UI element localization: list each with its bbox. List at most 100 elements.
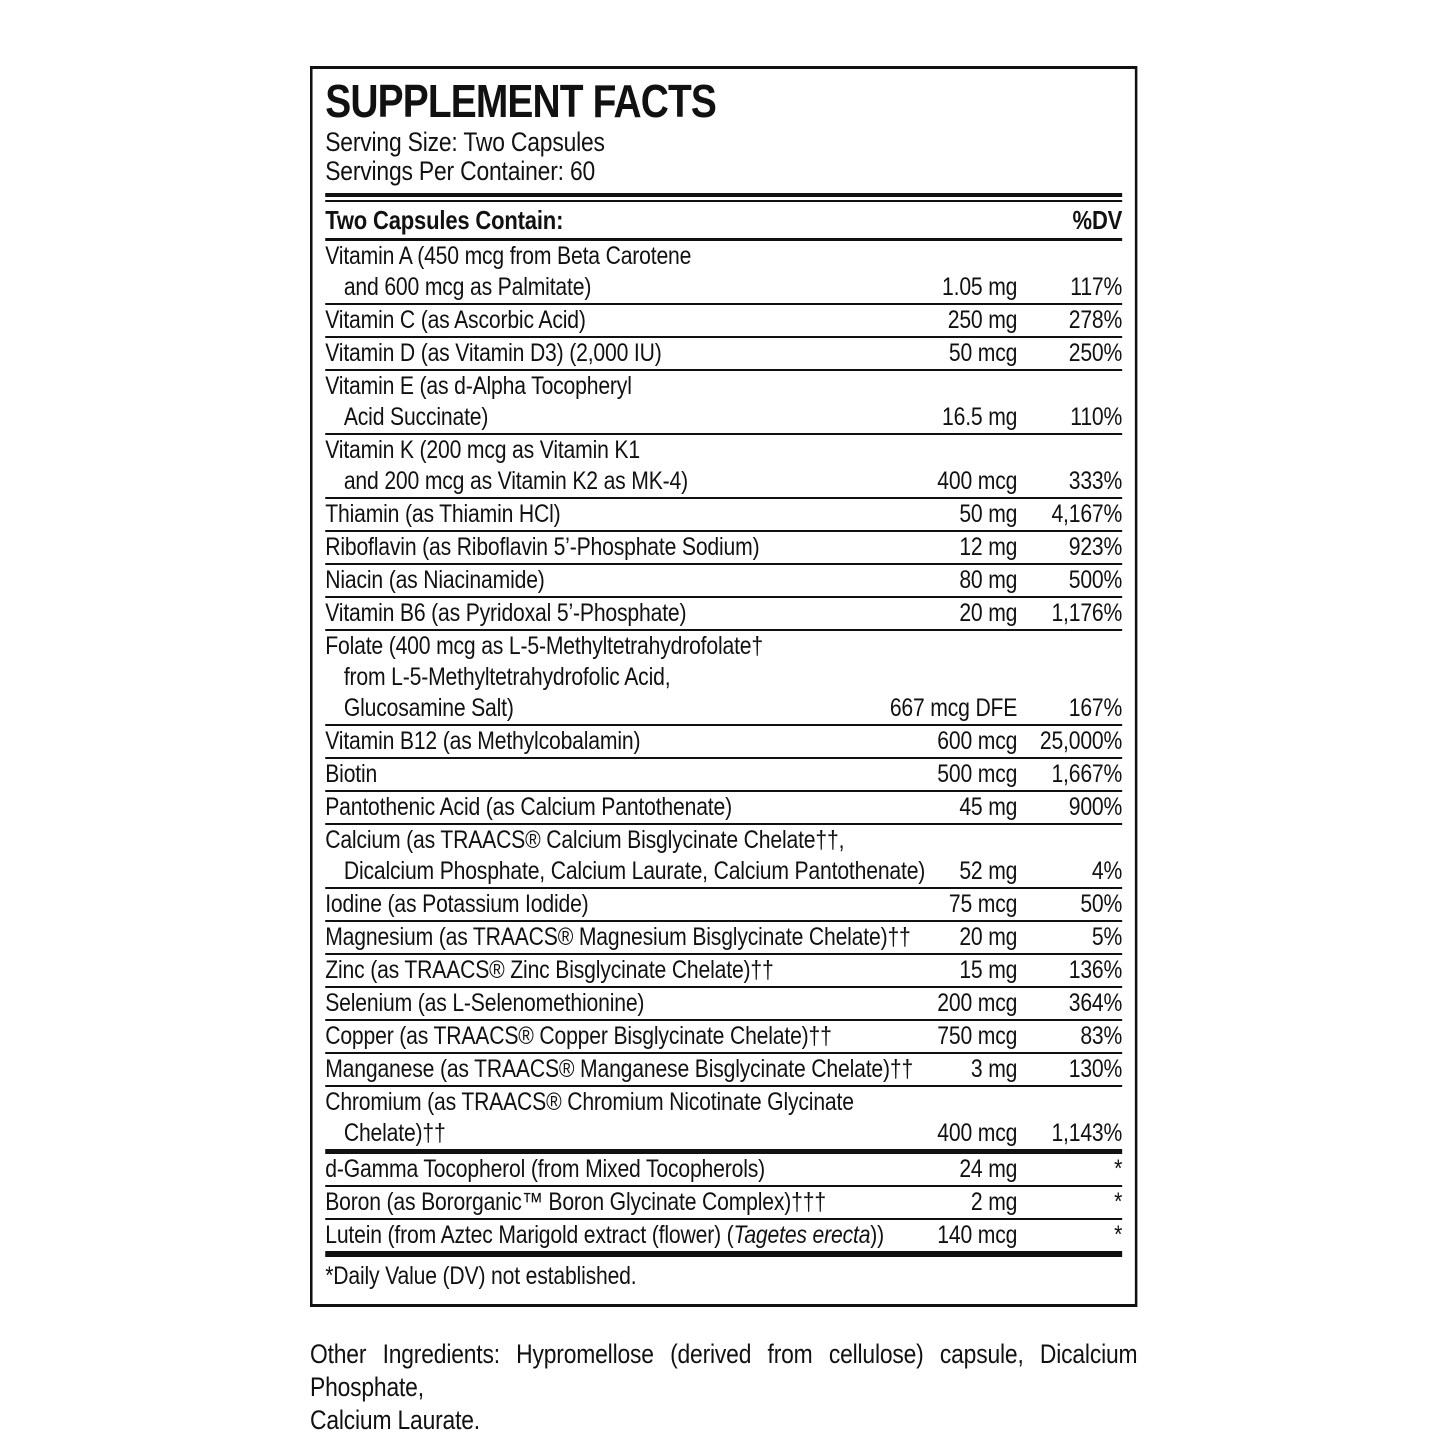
nutrient-name: Lutein (from Aztec Marigold extract (flo…: [325, 1220, 884, 1251]
nutrient-row: Biotin 500 mcg 1,667%: [325, 757, 1122, 790]
nutrient-name: Vitamin E (as d-Alpha Tocopheryl: [325, 371, 632, 402]
nutrient-amount: 500 mcg: [937, 760, 1018, 788]
nutrient-row: Thiamin (as Thiamin HCl) 50 mg 4,167%: [325, 497, 1122, 530]
table-header-left: Two Capsules Contain:: [325, 205, 564, 235]
nutrient-name: Vitamin B6 (as Pyridoxal 5’-Phosphate): [325, 598, 686, 629]
nutrient-row: d-Gamma Tocopherol (from Mixed Tocophero…: [325, 1154, 1122, 1185]
nutrient-line: and 600 mcg as Palmitate) 1.05 mg 117%: [325, 272, 1122, 303]
nutrient-line: Chelate)†† 400 mcg 1,143%: [325, 1118, 1122, 1149]
nutrient-dv: *: [1114, 1188, 1123, 1216]
nutrient-line: Glucosamine Salt) 667 mcg DFE 167%: [325, 693, 1122, 724]
nutrient-name-text: Selenium (as L-Selenomethionine): [325, 989, 645, 1017]
table-header-dv: %DV: [1072, 205, 1123, 235]
nutrient-amount: 750 mcg: [937, 1022, 1018, 1050]
nutrient-name-text: Vitamin B12 (as Methylcobalamin): [325, 727, 641, 755]
nutrient-name: Vitamin C (as Ascorbic Acid): [325, 305, 586, 336]
nutrient-amount: 50 mg: [959, 500, 1018, 528]
nutrient-name-text: Chromium (as TRAACS® Chromium Nicotinate…: [325, 1088, 854, 1116]
nutrient-name: Vitamin B12 (as Methylcobalamin): [325, 726, 640, 757]
nutrient-row: Pantothenic Acid (as Calcium Pantothenat…: [325, 790, 1122, 823]
nutrient-line: d-Gamma Tocopherol (from Mixed Tocophero…: [325, 1154, 1122, 1185]
nutrient-name: and 200 mcg as Vitamin K2 as MK-4): [325, 466, 688, 497]
nutrient-row: Vitamin C (as Ascorbic Acid) 250 mg 278%: [325, 303, 1122, 336]
nutrient-amount: 16.5 mg: [942, 403, 1018, 431]
nutrient-line: Lutein (from Aztec Marigold extract (flo…: [325, 1220, 1122, 1251]
nutrient-name: and 600 mcg as Palmitate): [325, 272, 592, 303]
nutrient-name-text: Iodine (as Potassium Iodide): [325, 890, 589, 918]
nutrient-line: Riboflavin (as Riboflavin 5’-Phosphate S…: [325, 532, 1122, 563]
nutrient-line: from L-5-Methyltetrahydrofolic Acid,: [325, 662, 1122, 693]
nutrient-amount: 3 mg: [970, 1055, 1018, 1083]
nutrient-dv: 278%: [1068, 306, 1123, 334]
nutrient-name: Thiamin (as Thiamin HCl): [325, 499, 560, 530]
nutrient-row: Manganese (as TRAACS® Manganese Bisglyci…: [325, 1052, 1122, 1085]
nutrient-name-text: d-Gamma Tocopherol (from Mixed Tocophero…: [325, 1155, 766, 1183]
nutrient-name-text: Biotin: [325, 760, 378, 788]
nutrient-name-text: Vitamin K (200 mcg as Vitamin K1: [325, 436, 640, 464]
nutrient-name-text: Vitamin E (as d-Alpha Tocopheryl: [325, 372, 632, 400]
nutrient-dv: *: [1114, 1155, 1123, 1183]
nutrient-row: Zinc (as TRAACS® Zinc Bisglycinate Chela…: [325, 953, 1122, 986]
nutrient-line: Thiamin (as Thiamin HCl) 50 mg 4,167%: [325, 499, 1122, 530]
nutrient-amount: 250 mg: [947, 306, 1018, 334]
nutrient-amount: 400 mcg: [937, 1119, 1018, 1147]
nutrient-name: Magnesium (as TRAACS® Magnesium Bisglyci…: [325, 922, 911, 953]
nutrient-name: Riboflavin (as Riboflavin 5’-Phosphate S…: [325, 532, 759, 563]
nutrient-name: Vitamin A (450 mcg from Beta Carotene: [325, 241, 691, 272]
nutrient-name: from L-5-Methyltetrahydrofolic Acid,: [325, 662, 671, 693]
nutrient-line: Vitamin D (as Vitamin D3) (2,000 IU) 50 m…: [325, 338, 1122, 369]
nutrient-amount: 15 mg: [959, 956, 1018, 984]
nutrient-line: Acid Succinate) 16.5 mg 110%: [325, 402, 1122, 433]
top-rule-double: [325, 193, 1123, 202]
nutrient-line: Vitamin E (as d-Alpha Tocopheryl: [325, 371, 1122, 402]
other-ingredients-line: Other Ingredients: Hypromellose (derived…: [310, 1339, 1138, 1402]
nutrient-name-text: from L-5-Methyltetrahydrofolic Acid,: [343, 663, 671, 691]
nutrient-row: Vitamin E (as d-Alpha Tocopheryl Acid Suc…: [325, 369, 1122, 433]
nutrient-name: Boron (as Bororganic™ Boron Glycinate Co…: [325, 1187, 826, 1218]
nutrient-dv: 50%: [1080, 890, 1123, 918]
nutrient-line: Vitamin K (200 mcg as Vitamin K1: [325, 435, 1122, 466]
nutrient-line: Dicalcium Phosphate, Calcium Laurate, Ca…: [325, 856, 1122, 887]
nutrient-line: Zinc (as TRAACS® Zinc Bisglycinate Chela…: [325, 955, 1122, 986]
nutrient-line: Boron (as Bororganic™ Boron Glycinate Co…: [325, 1187, 1122, 1218]
nutrient-dv: 167%: [1068, 694, 1123, 722]
nutrient-name: Zinc (as TRAACS® Zinc Bisglycinate Chela…: [325, 955, 774, 986]
nutrient-row: Magnesium (as TRAACS® Magnesium Bisglyci…: [325, 920, 1122, 953]
nutrient-line: Folate (400 mcg as L-5-Methyltetrahydrof…: [325, 631, 1122, 662]
nutrient-name: Chromium (as TRAACS® Chromium Nicotinate…: [325, 1087, 854, 1118]
nutrient-dv: 4%: [1091, 857, 1123, 885]
nutrient-name-text: Dicalcium Phosphate, Calcium Laurate, Ca…: [343, 857, 926, 885]
nutrient-name-latin: Tagetes erecta: [733, 1221, 871, 1249]
nutrient-name-text: Boron (as Bororganic™ Boron Glycinate Co…: [325, 1188, 826, 1216]
footnote-rule: [325, 1251, 1123, 1257]
nutrient-dv: 500%: [1068, 566, 1123, 594]
nutrient-name-text: Chelate)††: [343, 1119, 446, 1147]
nutrient-row: Iodine (as Potassium Iodide) 75 mcg 50%: [325, 887, 1122, 920]
nutrient-name: Pantothenic Acid (as Calcium Pantothenat…: [325, 792, 732, 823]
nutrient-name-text: and 200 mcg as Vitamin K2 as MK-4): [343, 467, 689, 495]
nutrient-amount: 400 mcg: [937, 467, 1018, 495]
nutrient-dv: 364%: [1068, 989, 1123, 1017]
serving-info: Serving Size: Two Capsules Servings Per …: [325, 128, 1122, 186]
nutrient-row: Lutein (from Aztec Marigold extract (flo…: [325, 1218, 1122, 1251]
nutrient-name-text: Glucosamine Salt): [343, 694, 514, 722]
nutrient-name-text: Pantothenic Acid (as Calcium Pantothenat…: [325, 793, 732, 821]
nutrient-dv: 117%: [1070, 273, 1123, 301]
nutrient-dv: 900%: [1068, 793, 1123, 821]
nutrient-line: Pantothenic Acid (as Calcium Pantothenat…: [325, 792, 1122, 823]
nutrient-line: Iodine (as Potassium Iodide) 75 mcg 50%: [325, 889, 1122, 920]
nutrient-dv: 333%: [1068, 467, 1123, 495]
nutrient-row: Calcium (as TRAACS® Calcium Bisglycinate…: [325, 823, 1122, 887]
nutrient-amount: 667 mcg DFE: [889, 694, 1018, 722]
nutrient-dv: 136%: [1068, 956, 1123, 984]
nutrient-dv: 4,167%: [1051, 500, 1123, 528]
nutrient-name-text: Thiamin (as Thiamin HCl): [325, 500, 561, 528]
nutrient-amount: 45 mg: [959, 793, 1018, 821]
nutrient-amount: 2 mg: [970, 1188, 1018, 1216]
nutrient-name: Manganese (as TRAACS® Manganese Bisglyci…: [325, 1054, 913, 1085]
nutrient-row: Boron (as Bororganic™ Boron Glycinate Co…: [325, 1185, 1122, 1218]
nutrient-name-text: Vitamin D (as Vitamin D3) (2,000 IU): [325, 339, 662, 367]
other-ingredients-line: Calcium Laurate.: [310, 1405, 480, 1435]
nutrient-dv: 5%: [1091, 923, 1123, 951]
